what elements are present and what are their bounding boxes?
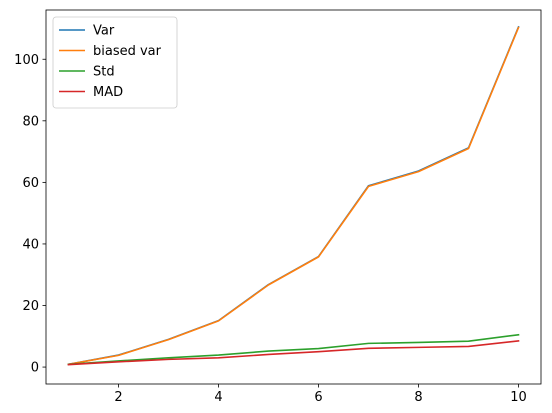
y-tick-label: 20: [22, 299, 39, 314]
series-line-biased-var: [67, 26, 520, 366]
series-lines: [67, 25, 520, 366]
y-tick-label: 100: [14, 53, 39, 68]
y-tick-label: 0: [31, 361, 39, 376]
legend-box: [52, 16, 178, 109]
legend: Var biased var Std MAD: [52, 16, 178, 109]
legend-label: biased var: [93, 44, 162, 59]
y-tick-label: 60: [22, 176, 39, 191]
x-tick-label: 6: [314, 390, 322, 405]
x-tick-label: 2: [114, 390, 122, 405]
series-line-std: [67, 333, 520, 366]
axes-frame: [45, 9, 542, 385]
legend-label: Var: [93, 24, 115, 39]
legend-label: MAD: [93, 85, 123, 100]
series-line-mad: [67, 340, 520, 366]
legend-label: Std: [93, 65, 115, 80]
x-tick-label: 10: [510, 390, 527, 405]
y-tick-label: 40: [22, 237, 39, 252]
x-axis: 2 4 6 8 10: [114, 384, 527, 405]
y-tick-label: 80: [22, 114, 39, 129]
y-axis: 0 20 40 60 80 100: [14, 53, 46, 376]
x-tick-label: 8: [414, 390, 422, 405]
x-tick-label: 4: [214, 390, 222, 405]
